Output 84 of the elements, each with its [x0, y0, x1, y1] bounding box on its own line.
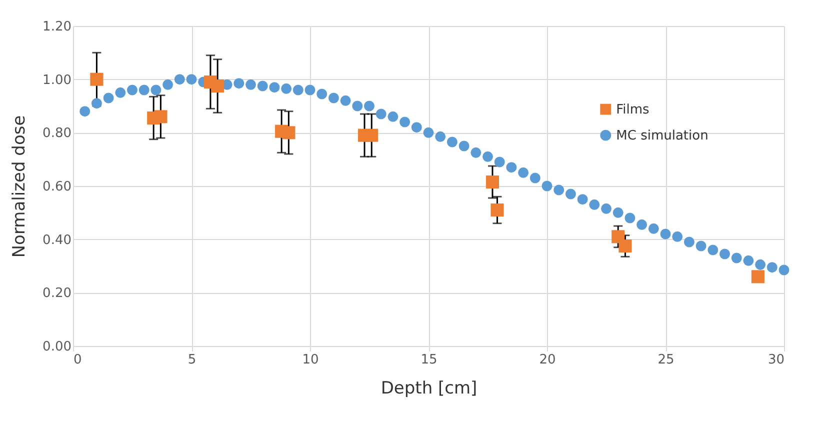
point [150, 84, 162, 96]
point [530, 172, 540, 184]
point [411, 122, 422, 133]
point [778, 264, 790, 276]
y-tick-label: 0.20 [42, 286, 72, 302]
point [90, 72, 104, 86]
y-axis-title: Normalized dose [10, 115, 30, 258]
point [103, 92, 114, 104]
point [612, 207, 624, 218]
point [186, 74, 197, 85]
x-tick-label: 5 [188, 352, 196, 368]
point [577, 194, 588, 205]
legend-label: MC simulation [616, 128, 708, 144]
point [352, 100, 363, 112]
x-tick-label: 30 [768, 352, 784, 368]
point [365, 128, 378, 142]
point [91, 98, 102, 109]
x-tick-label: 0 [74, 352, 82, 368]
y-tick-label: 1.20 [42, 20, 72, 34]
point [618, 239, 632, 253]
y-tick-label: 0.80 [42, 126, 72, 142]
point [486, 175, 500, 189]
point [672, 231, 683, 242]
point [648, 223, 659, 234]
point [624, 212, 636, 224]
point [257, 80, 268, 92]
point [154, 110, 168, 124]
point [470, 147, 482, 158]
point [636, 219, 648, 230]
y-tick-label: 1.00 [42, 72, 72, 88]
point [246, 79, 256, 90]
point [490, 203, 504, 217]
point [316, 88, 328, 100]
point [542, 180, 552, 192]
point [423, 127, 434, 138]
point [482, 151, 493, 162]
point [518, 167, 529, 178]
point [138, 84, 150, 96]
point [755, 259, 766, 270]
point [601, 203, 612, 214]
point [80, 106, 90, 117]
x-tick-label: 20 [539, 352, 556, 368]
point [234, 78, 244, 89]
point [446, 136, 458, 148]
point [328, 92, 339, 104]
point [269, 82, 280, 93]
point [162, 79, 174, 90]
point [281, 83, 292, 94]
point [554, 184, 564, 196]
legend-label: Films [616, 102, 650, 118]
point [743, 255, 754, 266]
x-tick-label: 10 [302, 352, 319, 368]
point [708, 244, 718, 256]
point [304, 84, 316, 96]
point [388, 111, 398, 122]
point [684, 236, 694, 248]
point [400, 116, 410, 128]
point [660, 228, 671, 240]
point [340, 95, 351, 106]
point [127, 84, 138, 96]
point [589, 199, 600, 210]
point [115, 87, 126, 98]
point [292, 84, 304, 96]
y-tick-label: 0.60 [42, 180, 72, 194]
point [458, 140, 470, 152]
point [494, 156, 505, 168]
point [720, 248, 730, 260]
point [565, 188, 576, 200]
y-tick-label: 0.00 [42, 340, 72, 354]
point [766, 262, 778, 273]
point [364, 100, 374, 112]
y-tick-label: 0.40 [42, 232, 72, 248]
point [506, 162, 517, 173]
x-tick-label: 25 [658, 352, 674, 368]
point [435, 131, 446, 142]
point [731, 252, 742, 264]
point [751, 270, 764, 284]
point [211, 79, 224, 93]
point [282, 126, 296, 140]
point [696, 240, 706, 252]
x-tick-label: 15 [420, 352, 438, 368]
point [174, 74, 185, 85]
x-axis-title: Depth [cm] [380, 378, 478, 398]
point [376, 108, 386, 120]
